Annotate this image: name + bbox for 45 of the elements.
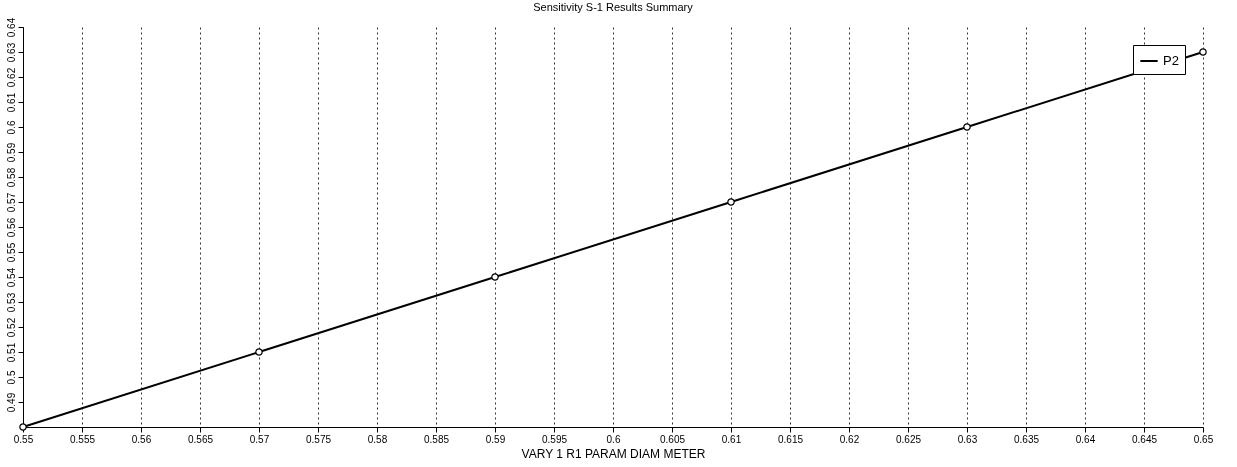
x-tick-label: 0.635 [1013,433,1040,445]
x-tick-label: 0.58 [367,433,388,445]
x-tick-label: 0.6 [606,433,621,445]
point [491,273,499,281]
x-tick-label: 0.63 [957,433,978,445]
x-tick-label: 0.64 [1075,433,1096,445]
y-tick-label: 0.53 [5,292,17,313]
y-tick-label: 0.58 [5,167,17,188]
x-tick-label: 0.605 [659,433,686,445]
point [727,198,735,206]
x-tick-label: 0.59 [485,433,506,445]
point [1199,48,1207,56]
x-tick-label: 0.57 [249,433,270,445]
chart-title: Sensitivity S-1 Results Summary [533,1,694,14]
x-tick-label: 0.62 [839,433,860,445]
y-tick-label: 0.5 [5,370,17,385]
y-tick-label: 0.56 [5,217,17,238]
y-tick-label: 0.59 [5,142,17,163]
legend-label: P2 [1163,53,1179,68]
y-tick-label: 0.54 [5,267,17,288]
y-tick-label: 0.64 [5,17,17,38]
x-tick-label: 0.625 [895,433,922,445]
point [963,123,971,131]
x-tick-label: 0.65 [1193,433,1214,445]
x-tick-label: 0.595 [541,433,568,445]
x-tick-label: 0.575 [305,433,332,445]
x-axis-title: VARY 1 R1 PARAM DIAM METER [521,446,706,461]
x-tick-label: 0.61 [721,433,742,445]
x-tick-label: 0.55 [13,433,34,445]
y-tick-label: 0.55 [5,242,17,263]
x-tick-label: 0.585 [423,433,450,445]
y-tick-label: 0.52 [5,317,17,338]
y-tick-label: 0.63 [5,42,17,63]
y-tick-label: 0.57 [5,192,17,213]
x-tick-label: 0.565 [187,433,214,445]
x-tick-label: 0.56 [131,433,152,445]
y-tick-label: 0.51 [5,342,17,363]
x-tick-label: 0.555 [69,433,96,445]
point [255,348,263,356]
y-tick-label: 0.62 [5,67,17,88]
x-tick-label: 0.615 [777,433,804,445]
x-tick-label: 0.645 [1131,433,1158,445]
y-tick-label: 0.49 [5,392,17,413]
y-tick-label: 0.61 [5,92,17,113]
y-tick-label: 0.6 [5,120,17,135]
